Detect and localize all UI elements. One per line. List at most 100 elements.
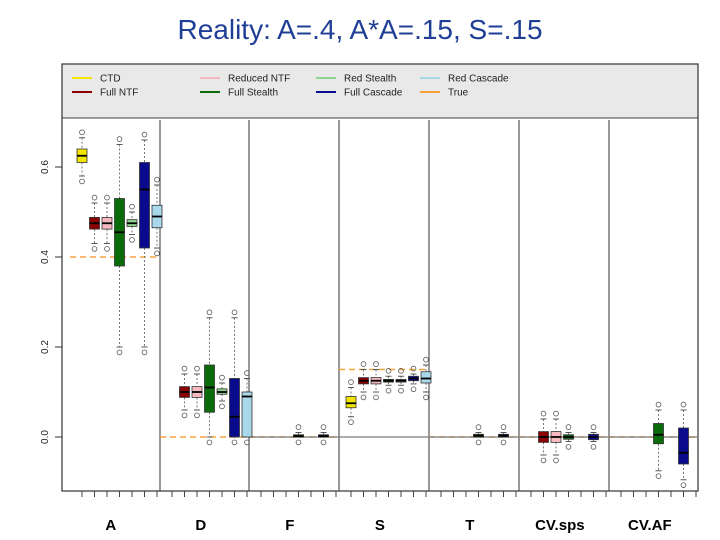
box-reduced-ntf-s [370,361,382,401]
outlier-point [590,444,597,450]
box-body [653,423,664,445]
outlier-point [181,365,188,372]
outlier-point [244,370,250,376]
outlier-point [590,424,597,430]
outlier-point [141,349,148,356]
outlier-point [398,387,404,394]
outlier-point [206,309,213,316]
box-reduced-ntf-a [101,194,113,252]
outlier-point [219,403,225,410]
box-body [241,391,253,438]
box-red-stealth-d [216,374,228,410]
box-full-stealth-cv.af [653,401,664,479]
box-full-stealth-t [473,424,484,446]
outlier-point [129,237,135,243]
x-group-label: CV.sps [535,517,584,534]
outlier-point [423,394,429,401]
box-red-cascade-s [420,356,432,401]
outlier-point [410,365,417,372]
outlier-point [680,482,687,488]
outlier-point [154,250,160,257]
outlier-point [553,457,559,464]
outlier-point [680,401,687,408]
outlier-point [475,424,482,430]
chart-title: Reality: A=.4, A*A=.15, S=.15 [177,14,543,45]
outlier-point [194,365,200,372]
plot-frame [61,63,699,492]
outlier-point [79,178,85,185]
x-group-label: A [105,517,116,534]
box-reduced-ntf-cv.sps [550,410,562,464]
box-full-stealth-d [204,309,215,446]
box-full-stealth-s [383,368,394,394]
outlier-point [116,136,123,142]
box-ctd-a [76,129,88,185]
legend-label: True [448,88,469,99]
outlier-point [295,439,302,446]
outlier-point [295,424,302,430]
box-ctd-s [345,379,357,425]
outlier-point [565,444,572,450]
outlier-point [385,368,392,374]
box-reduced-ntf-d [191,365,203,419]
outlier-point [206,439,213,446]
box-full-stealth-f [293,424,304,446]
outlier-point [231,439,238,446]
outlier-point [655,473,662,479]
outlier-point [540,457,547,464]
legend-label: Full NTF [100,88,138,99]
outlier-point [129,203,135,210]
x-group-label: S [375,517,385,534]
box-red-stealth-a [126,203,138,243]
box-full-ntf-cv.sps [538,410,549,464]
x-group-label: D [195,517,206,534]
y-tick-label: 0.0 [40,430,51,444]
box-full-stealth-a [114,136,125,356]
y-tick-label: 0.6 [40,160,51,174]
outlier-point [360,394,367,401]
outlier-point [231,309,238,316]
legend-label: Reduced NTF [228,74,290,85]
outlier-point [423,356,429,363]
outlier-point [348,419,354,425]
outlier-point [540,410,547,417]
box-full-cascade-f [318,424,329,446]
box-full-cascade-t [498,424,509,446]
x-group-label: T [465,517,474,534]
outlier-point [565,424,572,430]
box-full-cascade-cv.sps [588,424,599,450]
outlier-point [655,401,662,408]
outlier-point [348,379,354,385]
outlier-point [91,194,98,201]
box-body [139,162,150,249]
outlier-point [360,361,367,367]
box-full-stealth-cv.sps [563,424,574,450]
outlier-point [475,439,482,446]
outlier-point [385,387,392,394]
box-full-cascade-d [229,309,240,446]
box-full-ntf-d [179,365,190,419]
legend-label: CTD [100,74,121,85]
outlier-point [181,412,188,419]
outlier-point [116,349,123,356]
outlier-point [79,129,85,136]
box-red-cascade-d [241,370,253,446]
outlier-point [373,361,379,367]
outlier-point [373,394,379,401]
box-full-ntf-a [89,194,100,252]
box-body [204,364,215,413]
box-body [345,396,357,409]
box-body [678,427,689,465]
box-body [420,371,432,384]
outlier-point [244,439,250,446]
box-body [229,378,240,438]
outlier-point [553,410,559,417]
outlier-point [320,439,327,446]
legend-label: Red Cascade [448,74,509,85]
legend-label: Full Stealth [228,88,278,99]
outlier-point [219,374,225,381]
outlier-point [91,246,98,252]
box-full-cascade-s [408,365,419,393]
outlier-point [141,131,148,138]
